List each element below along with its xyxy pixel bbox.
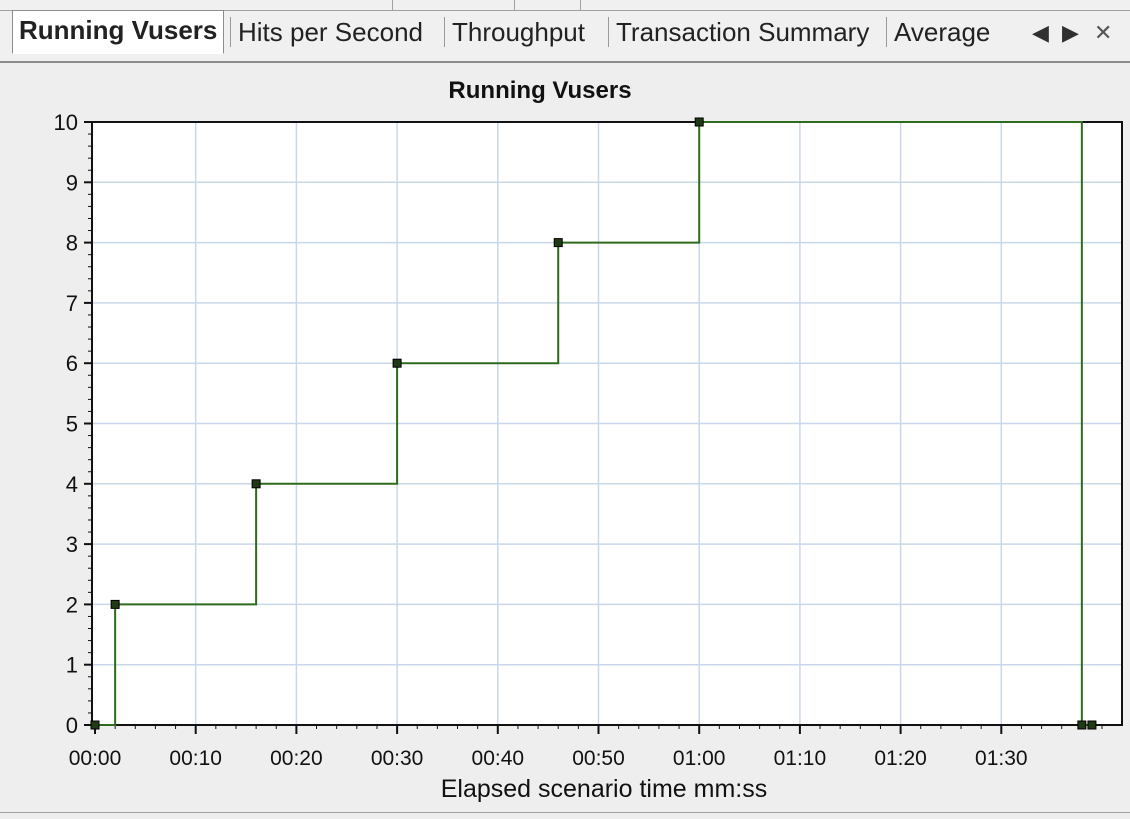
series-line [95,121,1092,726]
x-tick-label: 00:30 [371,747,424,770]
data-point-marker[interactable] [1077,720,1087,730]
tab-running-vusers[interactable]: Running Vusers [12,10,225,54]
scroll-right-icon[interactable]: ▶ [1062,20,1079,45]
x-tick-label: 01:30 [975,747,1028,770]
y-tick-label: 10 [54,110,78,135]
x-tick-label: 00:10 [169,747,222,770]
tab-transaction-summary[interactable]: Transaction Summary [608,17,876,47]
chart-title: Running Vusers [448,77,631,104]
y-tick-label: 0 [66,713,78,738]
y-tick-label: 8 [66,231,78,256]
y-tick-label: 5 [66,412,78,437]
x-tick-label: 01:20 [874,747,927,770]
data-point-marker[interactable] [1087,720,1097,730]
tab-hits-per-second[interactable]: Hits per Second [230,17,430,47]
toolbar-divider [514,0,515,10]
y-tick-label: 2 [66,592,78,617]
data-point-marker[interactable] [90,720,100,730]
tab-average[interactable]: Average [886,17,1013,47]
y-tick-label: 1 [66,653,78,678]
graph-panel: Running Vusers 0 1 2 3 4 5 6 7 8 9 10 00:00 00:10 00:2… [0,62,1130,819]
x-tick-label: 00:50 [572,747,625,770]
x-tick-label: 01:00 [673,747,726,770]
panel-bottom-border [0,812,1130,813]
x-tick-label: 00:40 [472,747,525,770]
x-tick-label: 01:10 [774,747,827,770]
x-axis-label: Elapsed scenario time mm:ss [441,775,768,803]
data-point-marker[interactable] [392,358,402,368]
y-tick-label: 9 [66,170,78,195]
y-tick-label: 6 [66,351,78,376]
y-tick-label: 4 [66,472,78,497]
toolbar-divider [580,0,581,10]
y-tick-label: 3 [66,532,78,557]
toolbar-divider [392,0,393,10]
data-point-marker[interactable] [110,599,120,609]
running-vusers-chart: Running Vusers 0 1 2 3 4 5 6 7 8 9 10 00:00 00:10 00:2… [54,77,1123,803]
x-tick-label: 00:00 [69,747,122,770]
data-point-marker[interactable] [251,479,261,489]
scroll-left-icon[interactable]: ◀ [1032,20,1049,45]
data-point-marker[interactable] [553,238,563,248]
tab-bar-baseline [0,61,1130,62]
y-tick-label: 7 [66,291,78,316]
data-point-marker[interactable] [694,117,704,127]
tab-throughput[interactable]: Throughput [444,17,592,47]
top-toolbar-strip [0,0,1130,11]
close-icon[interactable]: ✕ [1094,20,1113,45]
x-tick-label: 00:20 [270,747,323,770]
